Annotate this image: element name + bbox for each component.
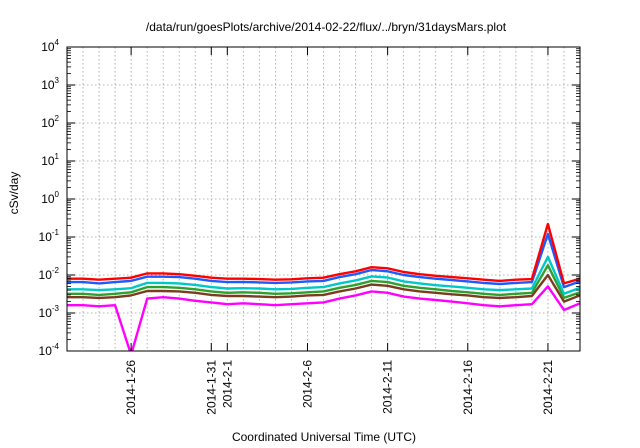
y-tick-label: 104 — [41, 38, 59, 54]
series-group — [67, 222, 580, 351]
series-line-3 — [67, 255, 580, 295]
y-tick-label: 100 — [41, 190, 59, 206]
x-tick-label: 2014-2-11 — [381, 360, 395, 414]
series-line-6 — [67, 285, 580, 351]
series-line-4 — [67, 264, 580, 300]
x-tick-label: 2014-1-26 — [124, 360, 138, 415]
y-tick-label: 10-1 — [39, 228, 60, 244]
x-tick-label: 2014-1-31 — [204, 360, 218, 415]
y-tick-label: 10-4 — [39, 342, 60, 358]
series-line-2 — [67, 232, 580, 289]
x-tick-label: 2014-2-16 — [461, 360, 475, 415]
series-line-1 — [67, 222, 580, 285]
axes: 104 103 102 101 100 10-1 10-2 10-3 10-4 2014-1-26… — [39, 38, 580, 415]
y-tick-label: 102 — [41, 114, 59, 130]
y-tick-label: 10-3 — [39, 304, 60, 320]
x-tick-label: 2014-2-1 — [220, 360, 234, 408]
x-tick-label: 2014-2-21 — [541, 360, 555, 415]
x-axis-label: Coordinated Universal Time (UTC) — [232, 430, 416, 444]
y-tick-label: 10-2 — [39, 266, 60, 282]
y-axis-label: cSv/day — [7, 172, 21, 215]
grid — [67, 47, 580, 351]
x-tick-label: 2014-2-6 — [300, 360, 314, 408]
y-tick-label: 101 — [41, 152, 59, 168]
series-line-5 — [67, 273, 580, 303]
y-tick-label: 103 — [41, 76, 59, 92]
chart-title: /data/run/goesPlots/archive/2014-02-22/f… — [146, 20, 507, 34]
